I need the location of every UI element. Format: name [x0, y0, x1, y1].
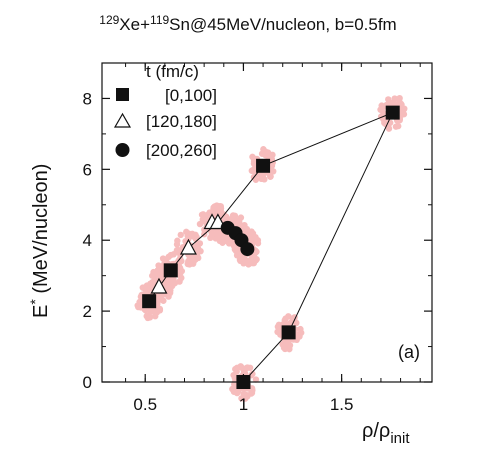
- cloud-dot-433: [197, 247, 204, 255]
- y-axis-title-rest: (MeV/nucleon): [30, 164, 52, 300]
- cloud-dot-538: [203, 213, 210, 221]
- legend-entry-2: [200,260]: [146, 141, 217, 160]
- cloud-dot-756: [252, 233, 259, 241]
- cloud-dot-154: [263, 150, 271, 157]
- cloud-dot-381: [165, 293, 172, 300]
- data-point-0-2: [256, 158, 271, 173]
- cloud-dot-599: [214, 231, 221, 238]
- axis-ticks: [102, 62, 432, 383]
- cloud-dot-102: [176, 264, 183, 271]
- y-axis-title-sup: *: [27, 299, 43, 305]
- cloud-dot-207: [400, 111, 408, 118]
- cloud-dot-147: [260, 146, 267, 153]
- cloud-dot-434: [185, 259, 192, 267]
- cloud-dot-414: [173, 248, 180, 256]
- y-tick-label-0: 0: [83, 373, 92, 392]
- cloud-dot-390: [177, 231, 184, 239]
- x-tick-label-0: 0.5: [133, 395, 157, 414]
- data-point-1-0: [150, 277, 168, 294]
- cloud-dot-654: [228, 215, 236, 222]
- legend-entry-1: [120,180]: [146, 112, 217, 131]
- legend-marker-triangle: [113, 112, 132, 128]
- cloud-dot-160: [250, 155, 258, 162]
- x-axis-title-main: ρ/ρ: [362, 420, 390, 442]
- x-tick-label-1: 1: [239, 395, 248, 414]
- cloud-dot-768: [248, 255, 255, 263]
- cloud-dot-328: [238, 395, 245, 402]
- x-tick-labels: 0.5 1 1.5: [133, 395, 353, 414]
- y-tick-label-1: 2: [83, 302, 92, 321]
- chart-title: 129Xe+119Sn@45MeV/nucleon, b=0.5fm: [99, 13, 396, 34]
- cloud-dot-50: [153, 308, 161, 316]
- title-part-1: Xe+: [119, 15, 150, 34]
- cloud-dot-287: [249, 370, 256, 378]
- cloud-dot-710: [239, 222, 247, 229]
- y-tick-label-3: 6: [83, 160, 92, 179]
- cloud-dot-198: [391, 95, 398, 102]
- y-axis-title: E* (MeV/nucleon): [27, 164, 52, 318]
- data-point-2-3: [240, 242, 255, 257]
- cloud-dot-148: [248, 167, 256, 174]
- cloud-dot-378: [151, 270, 158, 277]
- cloud-dot-762: [236, 256, 244, 264]
- cloud-dot-48: [134, 302, 141, 309]
- cloud-dot-274: [281, 340, 288, 347]
- cloud-dot-44: [144, 314, 152, 322]
- cloud-dot-428: [173, 241, 181, 248]
- data-markers: [142, 105, 400, 389]
- cloud-dot-158: [260, 175, 267, 182]
- title-part-2: Sn@45MeV/nucleon, b=0.5fm: [169, 15, 397, 34]
- plot-frame: [101, 62, 433, 383]
- cloud-dot-431: [194, 240, 201, 248]
- cloud-dot-765: [254, 240, 262, 247]
- title-superscript-2: 119: [150, 13, 169, 27]
- legend: t (fm/c) [0,100] [120,180] [200,260]: [113, 62, 217, 160]
- y-axis-title-main: E: [30, 305, 52, 318]
- cloud-dot-292: [252, 376, 260, 383]
- y-tick-labels: 0 2 4 6 8: [83, 89, 92, 392]
- cloud-dot-621: [237, 214, 245, 221]
- cloud-dot-322: [229, 385, 236, 393]
- cloud-dot-216: [394, 122, 402, 130]
- legend-title: t (fm/c): [146, 62, 199, 81]
- data-point-0-5: [236, 375, 251, 389]
- cloud-dot-763: [233, 252, 241, 259]
- cloud-dot-261: [281, 316, 288, 324]
- data-point-0-3: [385, 105, 400, 120]
- cloud-dot-210: [400, 106, 408, 113]
- data-point-0-0: [142, 294, 157, 309]
- cloud-dot-162: [268, 162, 276, 169]
- cloud-dot-437: [185, 230, 192, 237]
- cloud-dot-436: [190, 258, 197, 265]
- legend-marker-circle: [115, 143, 130, 157]
- x-axis-title-sub: init: [390, 430, 410, 447]
- x-axis-title: ρ/ρinit: [362, 420, 410, 447]
- cloud-dot-384: [143, 282, 151, 289]
- cloud-dot-42: [147, 308, 155, 315]
- data-point-0-1: [163, 263, 178, 278]
- cloud-dot-217: [380, 103, 388, 110]
- cloud-dot-438: [178, 257, 185, 265]
- y-tick-label-2: 4: [83, 231, 92, 250]
- cloud-dot-93: [167, 251, 174, 259]
- data-point-0-4: [281, 325, 296, 340]
- title-superscript-1: 129: [99, 13, 119, 27]
- x-tick-label-2: 1.5: [330, 395, 354, 414]
- data-point-1-1: [179, 238, 197, 255]
- cloud-dot-153: [252, 176, 260, 183]
- cloud-dot-383: [158, 293, 165, 300]
- legend-entry-0: [0,100]: [165, 86, 217, 105]
- y-tick-label-4: 8: [83, 89, 92, 108]
- cloud-dot-246: [297, 325, 304, 333]
- cloud-dot-88: [155, 262, 162, 269]
- cloud-dot-326: [243, 365, 250, 372]
- cloud-dot-542: [210, 204, 218, 211]
- cloud-dot-41: [142, 307, 149, 314]
- cloud-dot-327: [249, 387, 256, 394]
- cloud-dot-321: [231, 372, 238, 379]
- legend-marker-square: [116, 88, 129, 101]
- panel-label: (a): [398, 342, 420, 362]
- cloud-dot-329: [232, 365, 239, 373]
